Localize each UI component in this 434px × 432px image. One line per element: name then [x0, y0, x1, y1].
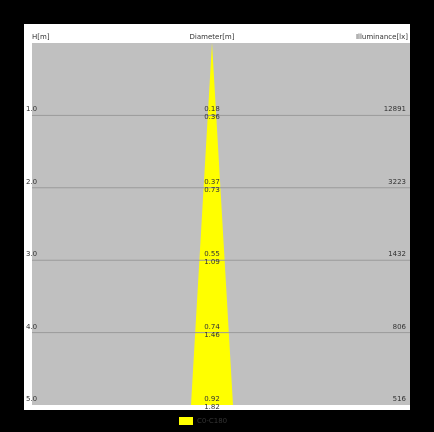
diameter-header: Diameter[m]: [189, 33, 235, 41]
diameter-value-c90: 1.46: [204, 330, 220, 339]
diameter-value-c0: 0.18: [204, 105, 220, 114]
illuminance-label: 516: [392, 395, 406, 403]
beam-chart: [32, 43, 410, 405]
legend-swatch: [179, 417, 193, 425]
diameter-value-c0: 0.55: [204, 250, 220, 259]
diameter-label: 0.55 1.09: [192, 250, 232, 266]
legend-label: C0-C180: [197, 417, 228, 425]
diameter-value-c90: 0.36: [204, 113, 220, 122]
diameter-label: 0.92 1.82: [192, 395, 232, 411]
illuminance-label: 806: [392, 322, 406, 331]
illuminance-header: Illuminance[lx]: [355, 33, 408, 41]
diameter-value-c90: 1.82: [204, 403, 220, 411]
diameter-value-c0: 0.92: [204, 395, 220, 403]
height-label: 4.0: [26, 322, 38, 331]
beam-cone: [191, 43, 233, 405]
diameter-value-c0: 0.74: [204, 322, 220, 331]
height-header: H[m]: [32, 33, 50, 41]
diameter-value-c90: 0.73: [204, 185, 220, 194]
height-label: 3.0: [26, 250, 38, 259]
legend: C0-C180: [179, 417, 227, 425]
diameter-label: 0.37 0.73: [192, 178, 232, 194]
diameter-value-c0: 0.37: [204, 177, 220, 186]
illuminance-label: 12891: [383, 105, 406, 114]
diameter-label: 0.18 0.36: [192, 105, 232, 121]
plot-area: [32, 43, 410, 405]
height-label: 2.0: [26, 177, 38, 186]
illuminance-label: 1432: [388, 250, 406, 259]
diameter-value-c90: 1.09: [204, 258, 220, 267]
height-label: 1.0: [26, 105, 38, 114]
chart-frame: H[m] Diameter[m] Illuminance[lx] 1.0 1289…: [24, 24, 410, 425]
height-label: 5.0: [26, 395, 38, 403]
illuminance-label: 3223: [388, 177, 406, 186]
diameter-label: 0.74 1.46: [192, 323, 232, 339]
